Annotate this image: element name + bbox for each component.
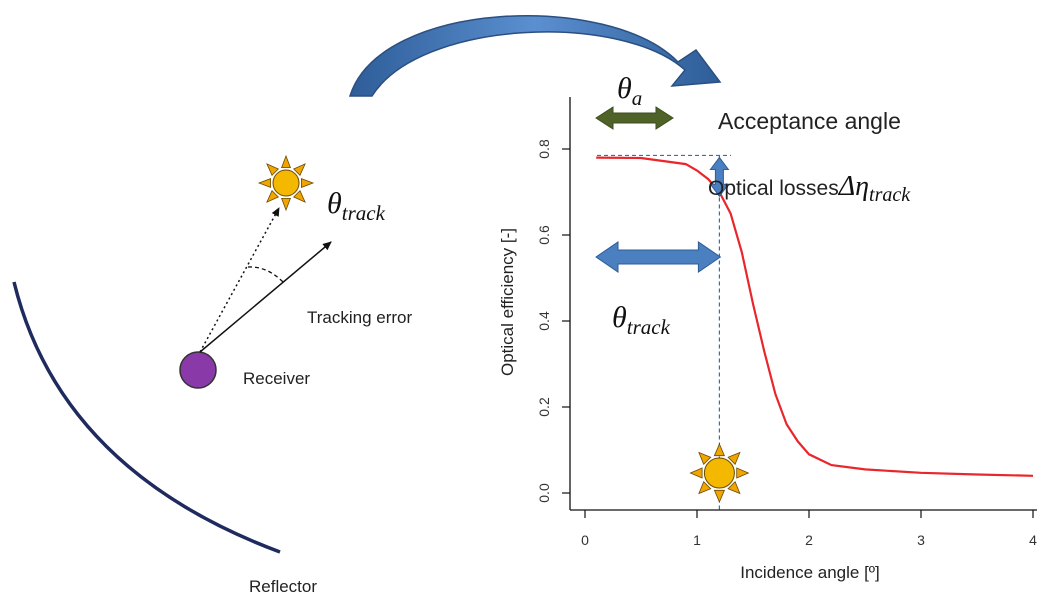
receiver-label: Receiver: [243, 369, 310, 388]
optical-losses-label: Optical losses: [708, 177, 839, 200]
sun-direction-line: [199, 207, 280, 353]
theta-track-arrow: [595, 241, 722, 273]
efficiency-curve: [596, 156, 1034, 477]
y-tick-label: 0.0: [536, 483, 552, 503]
delta-eta-subscript: track: [869, 184, 911, 206]
sun-ray: [727, 451, 741, 466]
theta-a-subscript: a: [632, 86, 643, 110]
sun-ray: [293, 190, 306, 203]
sun-core: [272, 169, 300, 197]
sun-icon-chart: [689, 442, 750, 504]
y-tick-label: 0.2: [536, 397, 552, 417]
receiver-icon: [179, 351, 217, 389]
theta-track-left-label: θtrack: [327, 187, 386, 225]
tracking-error-angle-arc: [247, 266, 286, 285]
acceptance-angle-label: Acceptance angle: [718, 108, 901, 134]
x-tick-label: 1: [693, 532, 701, 548]
sun-ray: [281, 197, 291, 212]
x-tick-label: 2: [805, 532, 813, 548]
x-tick-label: 4: [1029, 532, 1037, 548]
tracking-error-label: Tracking error: [307, 308, 413, 327]
sun-ray: [266, 163, 279, 176]
reflector-label: Reflector: [249, 577, 317, 596]
sun-ray: [736, 467, 750, 479]
sun-ray: [727, 480, 741, 495]
theta-track-right-label: θtrack: [612, 301, 671, 339]
sun-ray: [713, 489, 726, 504]
sun-ray: [266, 190, 279, 203]
sun-ray: [698, 480, 712, 495]
chart: 0.0 0.2 0.4 0.6 0.8 0 1 2 3 4 Optical efficiency …: [498, 97, 1037, 582]
delta-eta-symbol: Δη: [838, 171, 869, 202]
theta-track-right-symbol: θ: [612, 301, 627, 334]
optical-losses-arrow: [709, 156, 730, 198]
aim-direction-line: [199, 241, 332, 353]
y-tick-label: 0.6: [536, 225, 552, 245]
y-tick-label: 0.8: [536, 139, 552, 159]
sun-icon: [257, 154, 315, 212]
theta-a-arrow: [595, 106, 674, 130]
curved-transition-arrow: [348, 15, 722, 97]
sun-ray: [257, 178, 272, 188]
x-axis-label: Incidence angle [º]: [740, 563, 879, 582]
sun-ray: [300, 178, 315, 188]
sun-ray: [281, 154, 291, 169]
theta-track-right-subscript: track: [627, 315, 671, 339]
sun-core: [703, 457, 735, 489]
optical-losses-text: Optical lossesΔηtrack: [708, 171, 911, 206]
x-tick-label: 0: [581, 532, 589, 548]
y-axis-label: Optical efficiency [-]: [498, 228, 517, 376]
y-tick-label: 0.4: [536, 311, 552, 331]
sun-ray: [689, 467, 703, 479]
reflector-arc: [12, 281, 281, 554]
sun-ray: [713, 442, 726, 457]
theta-track-left-subscript: track: [342, 201, 386, 225]
x-tick-label: 3: [917, 532, 925, 548]
sun-ray: [698, 451, 712, 466]
theta-a-symbol: θ: [617, 72, 632, 105]
theta-track-left-symbol: θ: [327, 187, 342, 220]
theta-a-label: θa: [617, 72, 642, 110]
sun-ray: [293, 163, 306, 176]
